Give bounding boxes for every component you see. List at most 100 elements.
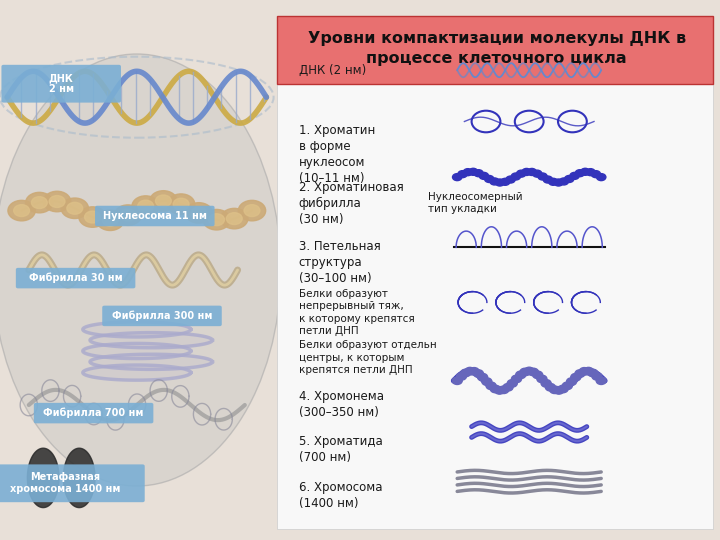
Circle shape: [490, 385, 500, 393]
Circle shape: [490, 178, 499, 185]
FancyBboxPatch shape: [1, 65, 121, 103]
Circle shape: [185, 202, 212, 223]
Circle shape: [558, 385, 568, 393]
Circle shape: [567, 378, 577, 386]
Circle shape: [203, 210, 230, 230]
Circle shape: [485, 176, 494, 183]
Circle shape: [67, 202, 83, 214]
Text: ДНК
2 нм: ДНК 2 нм: [49, 73, 73, 94]
Circle shape: [482, 378, 492, 386]
Circle shape: [469, 168, 478, 176]
Text: 4. Хромонема
(300–350 нм): 4. Хромонема (300–350 нм): [299, 390, 384, 419]
Circle shape: [564, 176, 574, 183]
Circle shape: [49, 195, 65, 207]
Polygon shape: [90, 333, 212, 348]
Circle shape: [8, 200, 35, 221]
Circle shape: [586, 168, 595, 176]
Circle shape: [452, 174, 462, 180]
Circle shape: [543, 176, 552, 183]
Text: 3. Петельная
структура
(30–100 нм): 3. Петельная структура (30–100 нм): [299, 240, 381, 285]
Circle shape: [461, 369, 471, 377]
Circle shape: [580, 168, 590, 176]
Circle shape: [456, 373, 467, 380]
Text: 2. Хроматиновая
фибрилла
(30 нм): 2. Хроматиновая фибрилла (30 нм): [299, 181, 403, 226]
Text: Метафазная
хромосома 1400 нм: Метафазная хромосома 1400 нм: [9, 472, 120, 494]
Circle shape: [571, 373, 581, 381]
Circle shape: [114, 205, 142, 225]
Polygon shape: [83, 343, 191, 359]
Circle shape: [570, 172, 579, 179]
Circle shape: [102, 214, 118, 226]
FancyBboxPatch shape: [277, 16, 713, 84]
Circle shape: [588, 369, 598, 377]
Text: Белки образуют
непрерывный тяж,
к которому крепятся
петли ДНП: Белки образуют непрерывный тяж, к которо…: [299, 289, 415, 336]
FancyBboxPatch shape: [277, 16, 713, 529]
Circle shape: [480, 172, 489, 179]
Circle shape: [78, 207, 106, 227]
Text: Нуклеосома 11 нм: Нуклеосома 11 нм: [103, 211, 207, 221]
Circle shape: [541, 380, 552, 387]
Circle shape: [500, 178, 510, 185]
Circle shape: [238, 200, 266, 221]
Circle shape: [549, 178, 558, 185]
Circle shape: [191, 207, 207, 219]
Circle shape: [150, 191, 177, 211]
Polygon shape: [90, 354, 212, 369]
Circle shape: [575, 170, 585, 177]
Circle shape: [507, 380, 517, 387]
Circle shape: [575, 370, 585, 377]
Text: Белки образуют отдельн
центры, к которым
крепятся петли ДНП: Белки образуют отдельн центры, к которым…: [299, 340, 436, 375]
Circle shape: [495, 387, 505, 394]
Circle shape: [516, 170, 526, 177]
FancyBboxPatch shape: [0, 464, 145, 502]
Circle shape: [473, 370, 483, 377]
Circle shape: [537, 375, 547, 383]
Polygon shape: [27, 448, 59, 508]
FancyBboxPatch shape: [16, 268, 135, 288]
Circle shape: [549, 386, 559, 394]
Circle shape: [244, 205, 260, 217]
Polygon shape: [83, 322, 191, 337]
Circle shape: [43, 191, 71, 212]
Circle shape: [522, 168, 531, 176]
Circle shape: [596, 174, 606, 180]
Circle shape: [583, 367, 593, 375]
Circle shape: [120, 209, 136, 221]
Circle shape: [458, 171, 467, 178]
Circle shape: [554, 387, 564, 394]
Circle shape: [486, 382, 496, 389]
Circle shape: [562, 382, 572, 389]
Text: 5. Хроматида
(700 нм): 5. Хроматида (700 нм): [299, 435, 382, 464]
Circle shape: [503, 383, 513, 391]
Circle shape: [579, 368, 589, 375]
Circle shape: [524, 367, 534, 375]
Circle shape: [463, 168, 472, 176]
FancyBboxPatch shape: [34, 403, 153, 423]
Circle shape: [520, 368, 530, 376]
Circle shape: [452, 377, 462, 384]
Circle shape: [538, 173, 547, 180]
Circle shape: [96, 210, 124, 231]
Circle shape: [226, 213, 242, 225]
Text: Фибрилла 30 нм: Фибрилла 30 нм: [29, 273, 122, 284]
Circle shape: [545, 383, 555, 391]
Circle shape: [511, 375, 521, 383]
Circle shape: [220, 208, 248, 229]
FancyBboxPatch shape: [95, 206, 215, 226]
Circle shape: [477, 373, 487, 381]
Text: Фибрилла 300 нм: Фибрилла 300 нм: [112, 310, 212, 321]
Ellipse shape: [0, 54, 281, 486]
Circle shape: [84, 211, 100, 223]
Circle shape: [533, 170, 542, 177]
Circle shape: [506, 176, 516, 183]
Circle shape: [516, 371, 526, 379]
Circle shape: [132, 196, 159, 217]
Circle shape: [156, 195, 171, 207]
Circle shape: [528, 368, 539, 376]
Circle shape: [495, 179, 505, 186]
Circle shape: [474, 170, 483, 177]
Circle shape: [14, 205, 30, 217]
Text: Нуклеосомерный
тип укладки: Нуклеосомерный тип укладки: [428, 192, 523, 214]
Polygon shape: [63, 448, 95, 508]
Circle shape: [554, 179, 563, 186]
